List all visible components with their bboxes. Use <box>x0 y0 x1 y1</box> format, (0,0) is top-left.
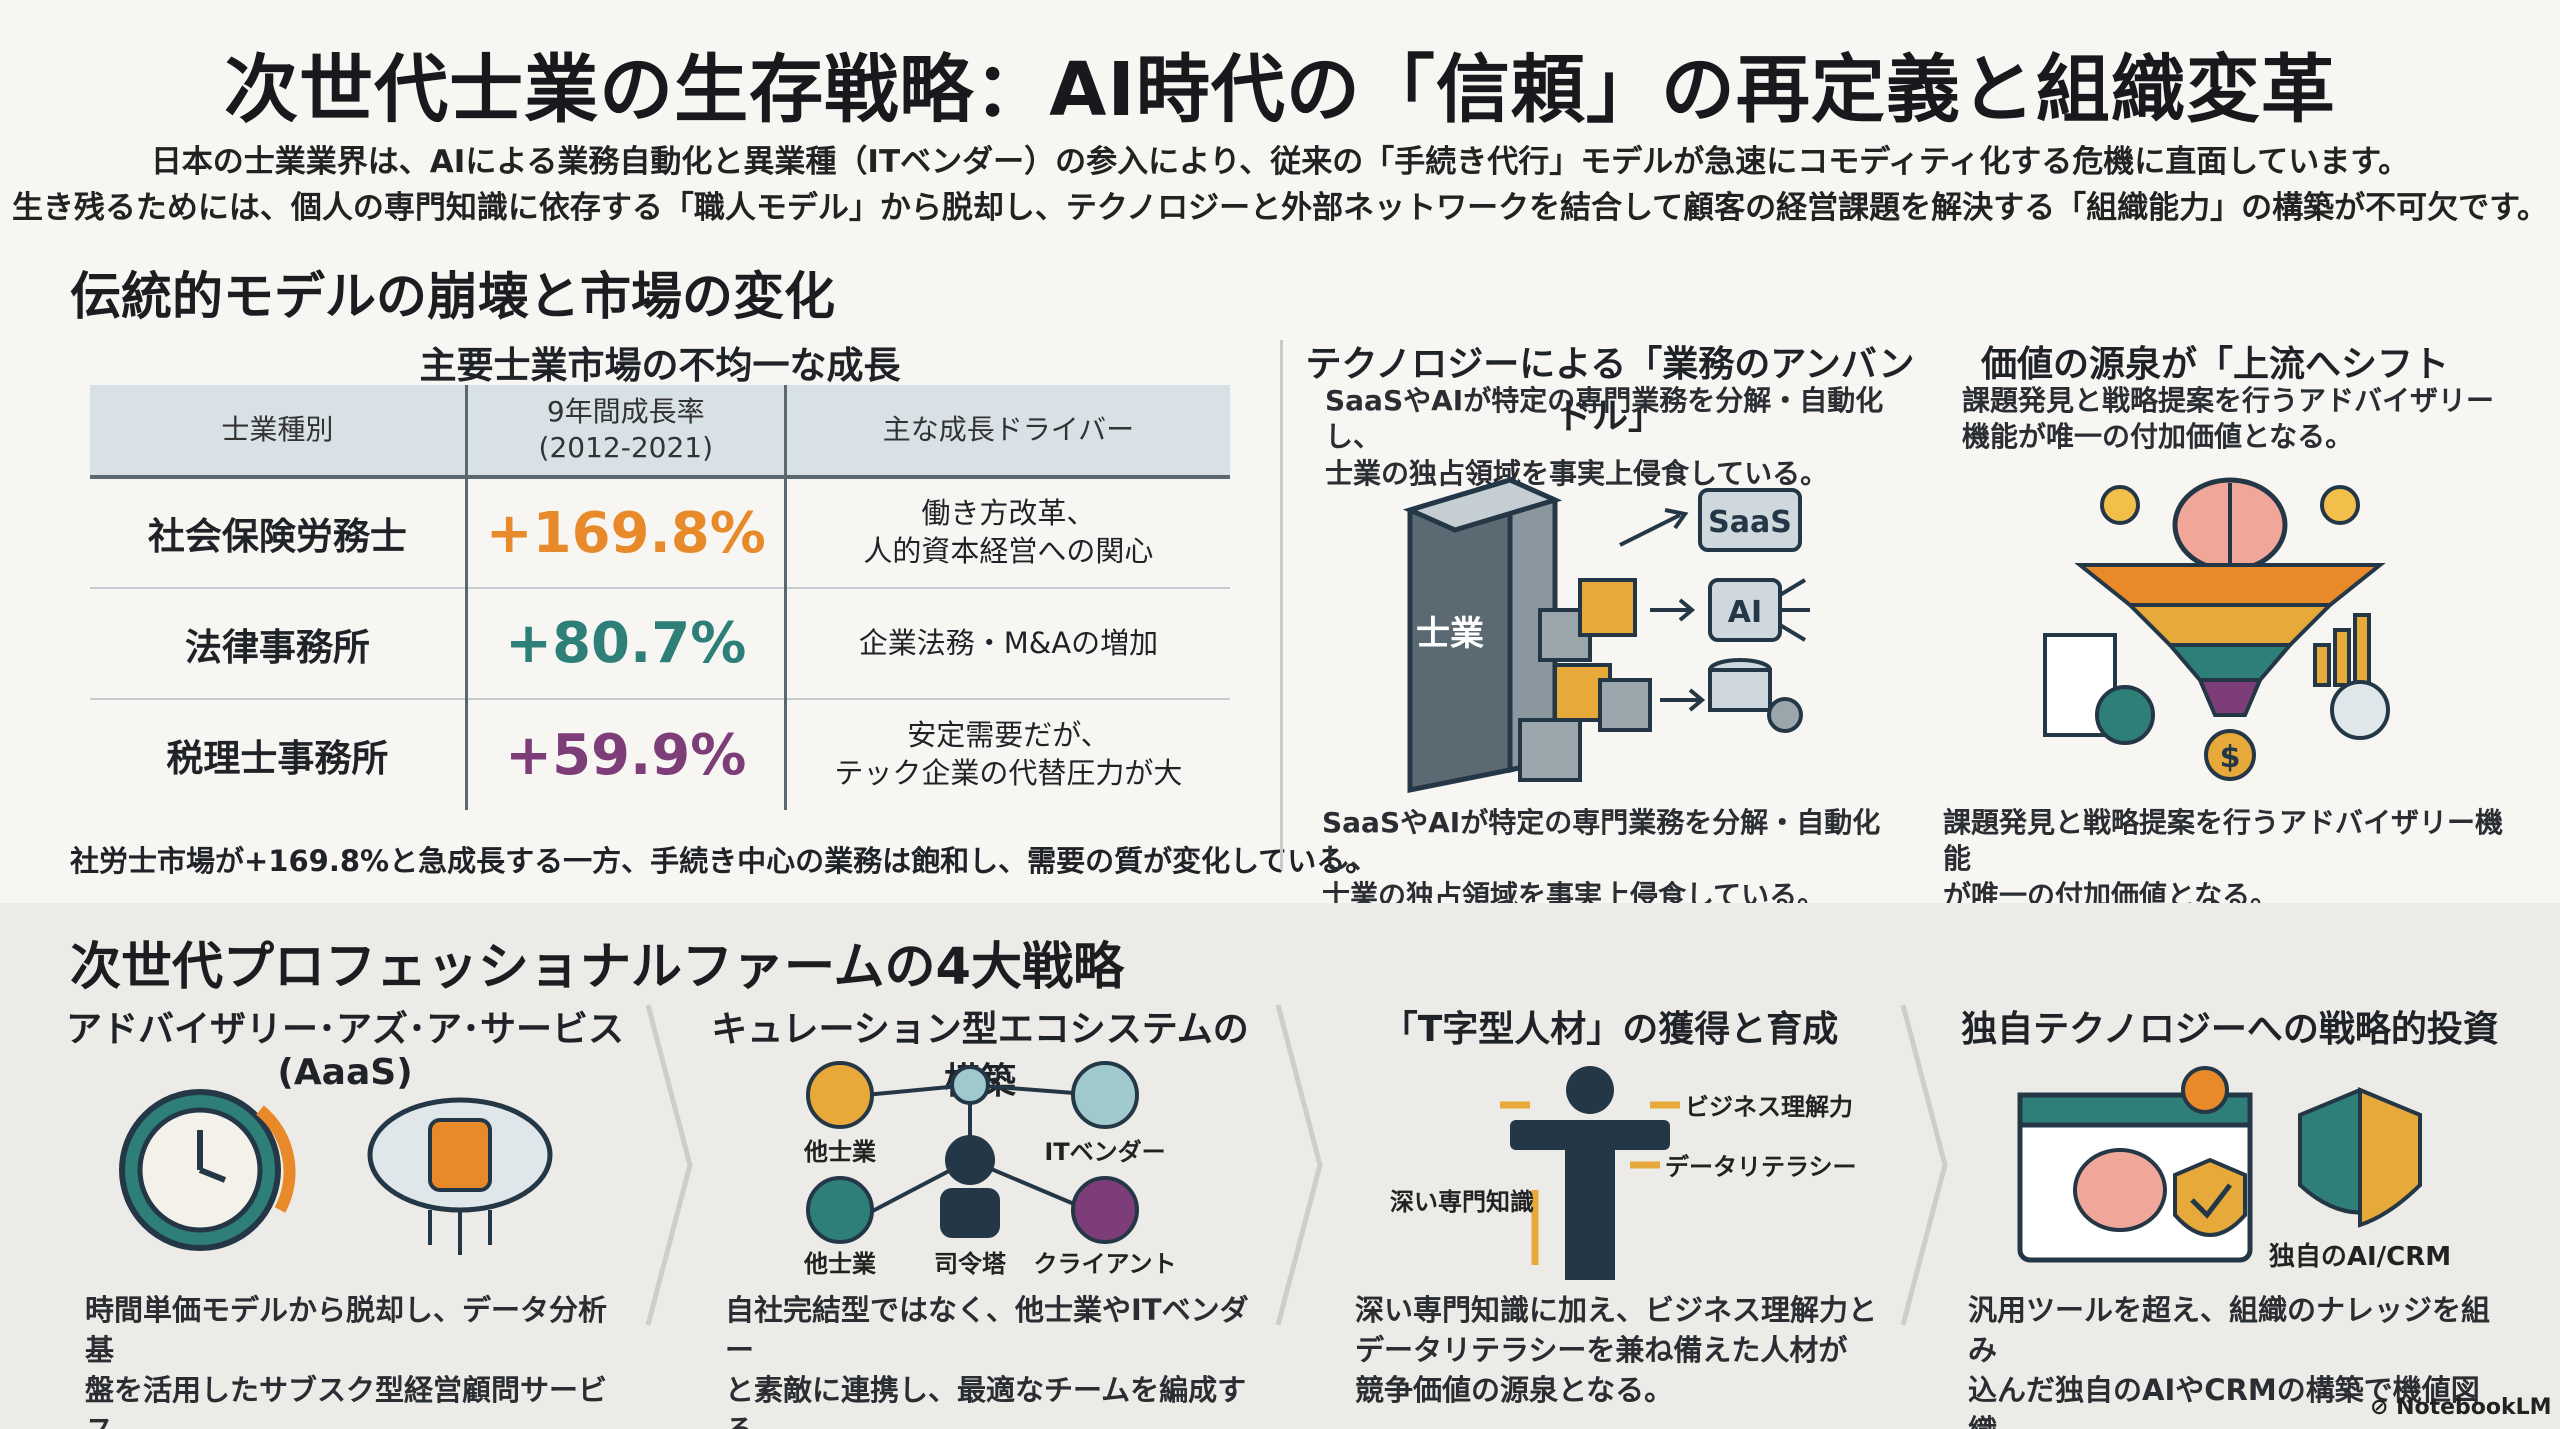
table-row: 法律事務所 +80.7% 企業法務・M&Aの増加 <box>90 588 1230 700</box>
t-deep-label: 深い専門知識 <box>1390 1188 1534 1216</box>
chevron-right-icon <box>1900 1004 1948 1326</box>
svg-text:AI: AI <box>1728 595 1762 630</box>
person-icon <box>806 1061 874 1129</box>
cell-rate: +80.7% <box>464 588 786 700</box>
strategy-4-description: 汎用ツールを超え、組織のナレッジを組み 込んだ独自のAIやCRMの構築で機値図織… <box>1968 1293 2491 1429</box>
strategy-3-description: 深い専門知識に加え、ビジネス理解力と データリテラシーを兼ね備えた人材が 競争価… <box>1355 1293 1878 1408</box>
coin-icon: $ <box>2204 729 2256 781</box>
unbundle-title: テクノロジーによる「業務のアンバンドル」 <box>1305 344 1915 437</box>
table-header-type: 士業種別 <box>90 385 467 479</box>
strategy-1-illustration <box>119 1089 553 1255</box>
building-icon: 士業 <box>1402 476 1563 794</box>
unbundle-illustration: 士業 SaaS AI <box>1402 476 1810 794</box>
funnel-illustration: $ <box>2043 477 2390 781</box>
strategy-1-description: 時間単価モデルから脱却し、データ分析基 盤を活用したサブスク型経営顧問サービス … <box>85 1293 608 1429</box>
t-business-label: ビジネス理解力 <box>1685 1093 1853 1121</box>
strategy-2-description: 自社完結型ではなく、他士業やITベンダー と素敵に連携し、最適なチームを編成する… <box>725 1293 1249 1429</box>
table-row: 税理士事務所 +59.9% 安定需要だが、 テック企業の代替圧力が大 <box>90 699 1230 810</box>
unbundle-description: SaaSやAIが特定の専門業務を分解・自動化し、 士業の独占領域を事実上侵食して… <box>1322 806 1881 912</box>
watermark-text: NotebookLM <box>2396 1395 2552 1420</box>
tech-label: 独自のAI/CRM <box>2269 1241 2451 1272</box>
document-chart-icon <box>2043 633 2155 745</box>
brain-shield-icon <box>2298 1087 2422 1228</box>
saas-folder-icon: SaaS <box>1698 488 1802 552</box>
cell-driver: 安定需要だが、 テック企業の代替圧力が大 <box>783 699 1230 810</box>
intro-line-2: 生き残るためには、個人の専門知識に依存する「職人モデル」から脱却し、テクノロジー… <box>11 190 2549 226</box>
cell-driver: 企業法務・M&Aの増加 <box>783 588 1230 700</box>
value-shift-description: 課題発見と戦略提案を行うアドバイザリー機能 が唯一の付加価値となる。 <box>1943 806 2504 912</box>
table-header-rate: 9年間成長率 (2012-2021) <box>464 385 786 479</box>
table-row: 社会保険労務士 +169.8% 働き方改革、 人的資本経営への関心 <box>90 477 1230 589</box>
lightbulb-icon <box>2100 485 2360 525</box>
person-icon <box>806 1176 874 1244</box>
cell-type: 社会保険労務士 <box>90 477 467 589</box>
leader-icon <box>940 1135 1000 1238</box>
strategy-3-title: 「T字型人材」の獲得と育成 <box>1381 1009 1839 1050</box>
cell-type: 税理士事務所 <box>166 737 389 780</box>
strategy-4-title: 独自テクノロジーへの戦略的投資 <box>1961 1009 2499 1050</box>
arrows <box>1619 508 1706 712</box>
tech-illustration: 独自のAI/CRM <box>2017 1066 2451 1272</box>
t-data-label: データリテラシー <box>1665 1153 1857 1181</box>
page-title: 次世代士業の生存戦略：AI時代の「信頼」の再定義と組織変革 <box>224 47 2336 133</box>
column-divider <box>1280 340 1283 870</box>
value-shift-subtitle: 課題発見と戦略提案を行うアドバイザリー 機能が唯一の付加価値となる。 <box>1962 384 2495 454</box>
database-gear-icon <box>1708 658 1803 733</box>
growth-chart-icon <box>2313 613 2390 740</box>
funnel-icon <box>2074 563 2386 717</box>
section-heading-strategies: 次世代プロフェッショナルファームの4大戦略 <box>70 938 1124 997</box>
cubes-icon <box>1518 578 1652 782</box>
ecosystem-client: クライアント <box>1033 1250 1176 1278</box>
ai-network-icon: AI <box>1708 578 1810 642</box>
cell-rate: +169.8% <box>464 477 786 589</box>
cell-rate: +59.9% <box>464 699 786 810</box>
building-label: 士業 <box>1416 614 1484 654</box>
table-note: 社労士市場が+169.8%と急成長する一方、手続き中心の業務は飽和し、需要の質が… <box>70 844 1375 878</box>
brain-icon <box>2172 477 2288 573</box>
value-shift-title: 価値の源泉が「上流へシフト <box>1980 344 2449 385</box>
t-shape-illustration: ビジネス理解力 データリテラシー 深い専門知識 <box>1390 1066 1857 1280</box>
shield-check-icon <box>2173 1157 2247 1237</box>
ecosystem-center: 司令塔 <box>934 1250 1007 1278</box>
growth-table: 士業種別 9年間成長率 (2012-2021) 主な成長ドライバー 社会保険労務… <box>90 385 1230 810</box>
cell-type: 法律事務所 <box>90 588 467 700</box>
section-heading-market: 伝統的モデルの崩壊と市場の変化 <box>70 268 836 327</box>
intro-line-1: 日本の士業業界は、AIによる業務自動化と異業種（ITベンダー）の参入により、従来… <box>150 144 2410 180</box>
hub-icon <box>950 1065 990 1105</box>
ecosystem-other-2: 他士業 <box>803 1250 876 1278</box>
clock-icon <box>119 1089 296 1251</box>
table-header-driver: 主な成長ドライバー <box>783 385 1230 479</box>
ecosystem-it-vendor: ITベンダー <box>1044 1138 1165 1166</box>
table-title: 主要士業市場の不均一な成長 <box>419 344 901 387</box>
unbundle-subtitle: SaaSやAIが特定の専門業務を分解・自動化し、 士業の独占領域を事実上侵食して… <box>1325 384 1884 490</box>
ecosystem-illustration: 他士業 ITベンダー 他士業 司令塔 クライアント <box>803 1061 1177 1278</box>
t-arrows <box>1500 1101 1680 1265</box>
cloud-database-icon <box>367 1097 553 1255</box>
monitor-icon <box>1071 1061 1139 1129</box>
svg-text:$: $ <box>2220 740 2241 775</box>
cell-driver: 働き方改革、 人的資本経営への関心 <box>783 477 1230 589</box>
person-t-icon <box>1510 1066 1670 1280</box>
chevron-right-icon <box>1275 1004 1323 1326</box>
client-icon <box>1071 1176 1139 1244</box>
watermark-logo: ⊘ NotebookLM <box>2370 1395 2552 1420</box>
gear-icon <box>2181 1066 2229 1114</box>
ecosystem-other-1: 他士業 <box>803 1138 876 1166</box>
strategy-1-title: アドバイザリー･アズ･ア･サービス(AaaS) <box>65 1009 624 1093</box>
chevron-right-icon <box>645 1004 693 1326</box>
svg-text:SaaS: SaaS <box>1708 505 1792 540</box>
